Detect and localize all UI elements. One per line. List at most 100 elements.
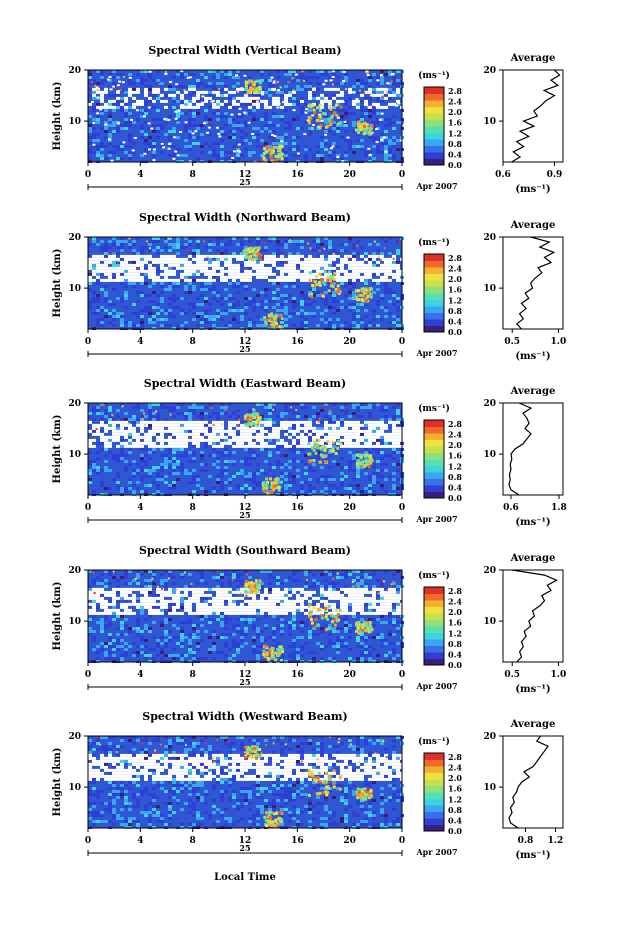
heatmap-cell: [336, 145, 340, 148]
heatmap-cell: [160, 454, 164, 457]
heatmap-cell: [188, 481, 192, 484]
missing-data-cell: [292, 420, 296, 424]
heatmap-cell: [172, 487, 176, 490]
heatmap-hotspot: [252, 253, 256, 257]
missing-data-cell: [384, 278, 388, 282]
heatmap-cell: [212, 490, 216, 493]
missing-data-cell: [380, 254, 384, 258]
heatmap-cell: [340, 109, 344, 112]
heatmap-cell: [372, 139, 376, 142]
heatmap-cell: [392, 463, 396, 466]
heatmap-cell: [228, 70, 232, 73]
heatmap-cell: [100, 73, 104, 76]
heatmap-cell: [204, 246, 208, 249]
missing-data-cell: [260, 435, 264, 439]
missing-data-cell: [328, 441, 332, 445]
missing-data-cell: [104, 435, 108, 439]
colorbar-swatch: [424, 113, 444, 120]
heatmap-cell: [252, 481, 256, 484]
heatmap-cell: [384, 157, 388, 160]
missing-data-cell: [276, 432, 280, 436]
heatmap-hotspot: [329, 123, 333, 127]
heatmap-cell: [208, 118, 212, 121]
missing-data-cell: [172, 444, 176, 448]
heatmap-cell: [184, 451, 188, 454]
missing-data-cell: [160, 444, 164, 448]
missing-data-cell: [148, 269, 152, 273]
missing-data-cell: [116, 90, 120, 94]
heatmap-cell: [120, 73, 124, 76]
missing-data-cell: [336, 269, 340, 273]
heatmap-cell: [324, 297, 328, 300]
heatmap-cell: [120, 312, 124, 315]
missing-data-cell: [332, 257, 336, 261]
missing-data-cell: [268, 260, 272, 264]
heatmap-cell: [364, 472, 368, 475]
heatmap-cell: [220, 237, 224, 240]
heatmap-cell: [212, 412, 216, 415]
heatmap-cell: [300, 424, 304, 427]
heatmap-hotspot: [364, 453, 368, 457]
heatmap-cell: [176, 306, 180, 309]
missing-data-cell: [304, 111, 308, 114]
heatmap-cell: [100, 148, 104, 151]
y-tick-label: 10: [68, 450, 81, 460]
heatmap-hotspot: [318, 115, 322, 119]
heatmap-cell: [352, 297, 356, 300]
heatmap-cell: [332, 418, 336, 421]
average-y-tick-label: 10: [483, 117, 496, 127]
missing-data-cell: [364, 90, 368, 94]
heatmap-cell: [124, 460, 128, 463]
heatmap-cell: [200, 457, 204, 460]
missing-data-cell: [352, 260, 356, 264]
missing-data-cell: [96, 432, 100, 436]
missing-data-cell: [180, 420, 184, 424]
heatmap-cell: [296, 312, 300, 315]
missing-data-cell: [144, 423, 148, 427]
heatmap-cell: [276, 76, 280, 79]
missing-data-cell: [152, 159, 156, 162]
heatmap-cell: [244, 237, 248, 240]
heatmap-cell: [232, 151, 236, 154]
heatmap-cell: [348, 288, 352, 291]
missing-data-cell: [140, 269, 144, 273]
heatmap-hotspot: [363, 465, 367, 469]
heatmap-cell: [372, 73, 376, 76]
missing-data-cell: [308, 420, 312, 424]
heatmap-cell: [264, 142, 268, 145]
missing-data-cell: [316, 432, 320, 436]
heatmap-cell: [324, 291, 328, 294]
heatmap-cell: [384, 288, 388, 291]
heatmap-cell: [308, 484, 312, 487]
heatmap-cell: [120, 246, 124, 249]
heatmap-cell: [100, 145, 104, 148]
missing-data-cell: [92, 87, 96, 91]
missing-data-cell: [180, 272, 184, 276]
heatmap-cell: [116, 148, 120, 151]
heatmap-cell: [92, 409, 96, 412]
missing-data-cell: [296, 435, 300, 439]
heatmap-cell: [176, 463, 180, 466]
heatmap-cell: [296, 243, 300, 246]
heatmap-cell: [288, 148, 292, 151]
missing-data-cell: [228, 254, 232, 258]
heatmap-cell: [128, 246, 132, 249]
missing-data-cell: [148, 96, 152, 100]
missing-data-cell: [332, 429, 336, 433]
heatmap-cell: [108, 303, 112, 306]
heatmap-cell: [124, 115, 128, 118]
missing-data-cell: [184, 441, 188, 445]
missing-data-cell: [303, 133, 307, 136]
heatmap-cell: [304, 76, 308, 79]
heatmap-cell: [300, 406, 304, 409]
heatmap-cell: [140, 324, 144, 327]
missing-data-cell: [192, 420, 196, 424]
heatmap-cell: [368, 415, 372, 418]
missing-data-cell: [368, 444, 372, 448]
missing-data-cell: [288, 260, 292, 264]
missing-data-cell: [328, 272, 332, 276]
missing-data-cell: [136, 99, 140, 103]
missing-data-cell: [392, 423, 396, 427]
heatmap-cell: [396, 94, 400, 97]
heatmap-cell: [320, 318, 324, 321]
